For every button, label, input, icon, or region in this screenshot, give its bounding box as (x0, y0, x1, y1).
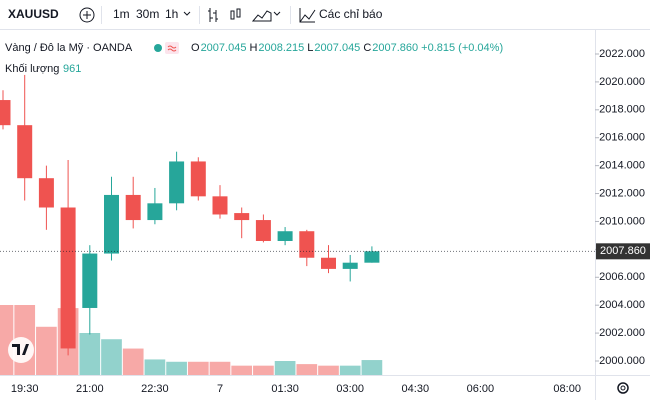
last-price-tag (596, 243, 650, 260)
ohlc-value: 2007.860 (372, 42, 418, 54)
y-tick-label: 2006.000 (599, 271, 645, 283)
area-icon[interactable] (251, 10, 272, 22)
x-tick-label: 06:00 (467, 383, 495, 395)
y-tick-label: 2000.000 (599, 355, 645, 367)
y-tick-label: 2018.000 (599, 104, 645, 116)
candle-body (82, 253, 98, 308)
volume-bar (253, 365, 274, 375)
settings-icon[interactable] (617, 382, 629, 394)
candle-body (234, 213, 250, 221)
candle-body (104, 194, 119, 254)
y-tick-label: 2012.000 (599, 187, 645, 199)
add-symbol-plus (83, 11, 91, 19)
last-price-label: 2007.860 (600, 245, 646, 257)
candles-icon-2 (236, 8, 241, 18)
candle-body (255, 220, 271, 241)
candles-icon[interactable] (230, 10, 235, 20)
candle-body (212, 196, 228, 215)
volume-value: 961 (63, 63, 81, 75)
delay-icon (167, 45, 177, 52)
gear-center (620, 385, 626, 391)
volume-bar (296, 364, 318, 375)
candle-body (0, 100, 11, 126)
interval-dropdown[interactable] (183, 11, 191, 16)
candle-body (364, 251, 380, 263)
x-tick-label: 21:00 (76, 383, 104, 395)
candle-body (60, 207, 76, 349)
y-tick-label: 2002.000 (599, 327, 645, 339)
candle-body (169, 161, 185, 204)
indicators-icon[interactable] (299, 8, 316, 23)
change: +0.815 (+0.04%) (421, 42, 503, 54)
x-tick-label: 7 (217, 383, 223, 395)
candle-body (147, 203, 163, 221)
y-tick-label: 2016.000 (599, 132, 645, 144)
volume-bar (101, 339, 122, 375)
ohlc-key: H (249, 42, 257, 54)
candle-body (321, 257, 336, 269)
volume-bar (231, 365, 253, 375)
symbol[interactable]: XAUUSD (8, 7, 59, 21)
volume-bar (144, 359, 166, 375)
x-tick-label: 03:00 (336, 383, 364, 395)
y-tick-label: 2004.000 (599, 299, 645, 311)
candle-body (342, 262, 358, 269)
y-tick-label: 2014.000 (599, 160, 645, 172)
delay-badge (165, 42, 179, 54)
volume-bar (79, 333, 101, 375)
interval-1m[interactable]: 1m (113, 7, 130, 21)
volume-label: Khối lượng (5, 63, 59, 75)
volume-bar (122, 348, 144, 375)
candle-body (277, 231, 293, 241)
candle-body (299, 231, 315, 258)
indicators-button[interactable]: Các chỉ báo (319, 7, 383, 21)
x-tick-label: 01:30 (271, 383, 299, 395)
legend-title: Vàng / Đô la Mỹ · OANDA (5, 42, 133, 54)
x-tick-label: 04:30 (402, 383, 430, 395)
volume-bar (318, 365, 339, 375)
ohlc-value: 2007.045 (314, 42, 360, 54)
ohlc-legend: O 2007.045 H 2008.215 L 2007.045 C 2007.860 +0.8… (191, 42, 503, 54)
chart-type-dropdown[interactable] (273, 11, 281, 16)
bars-icon[interactable] (208, 8, 218, 22)
ohlc-key: L (307, 42, 313, 54)
volume-bar (339, 365, 361, 375)
ohlc-value: 2008.215 (258, 42, 304, 54)
volume-bar (274, 361, 296, 375)
x-tick-label: 22:30 (141, 383, 169, 395)
volume-bar (0, 305, 14, 375)
tradingview-logo (8, 337, 34, 363)
x-tick-label: 08:00 (553, 383, 581, 395)
plot: 2000.0002002.0002004.0002006.0002008.000… (0, 48, 650, 395)
y-tick-label: 2020.000 (599, 76, 645, 88)
ohlc-key: O (191, 42, 200, 54)
volume-bar (209, 361, 231, 375)
add-symbol-icon[interactable] (79, 7, 95, 23)
ohlc-value: 2007.045 (201, 42, 247, 54)
volume-bar (361, 360, 383, 375)
logo-bg (8, 337, 34, 363)
candle-body (38, 178, 54, 208)
logo-mark (12, 344, 29, 355)
market-status (154, 44, 162, 52)
candle-body (190, 161, 206, 197)
volume-bar (187, 361, 209, 375)
gear[interactable] (617, 382, 629, 394)
volume-bar (166, 361, 187, 375)
x-tick-label: 19:30 (11, 383, 39, 395)
interval-30m[interactable]: 30m (136, 7, 159, 21)
y-tick-label: 2022.000 (599, 48, 645, 60)
interval-1h[interactable]: 1h (165, 7, 178, 21)
candle-body (17, 125, 33, 179)
candle-body (125, 194, 141, 221)
ohlc-key: C (363, 42, 371, 54)
volume-bar (36, 326, 57, 375)
y-tick-label: 2010.000 (599, 215, 645, 227)
